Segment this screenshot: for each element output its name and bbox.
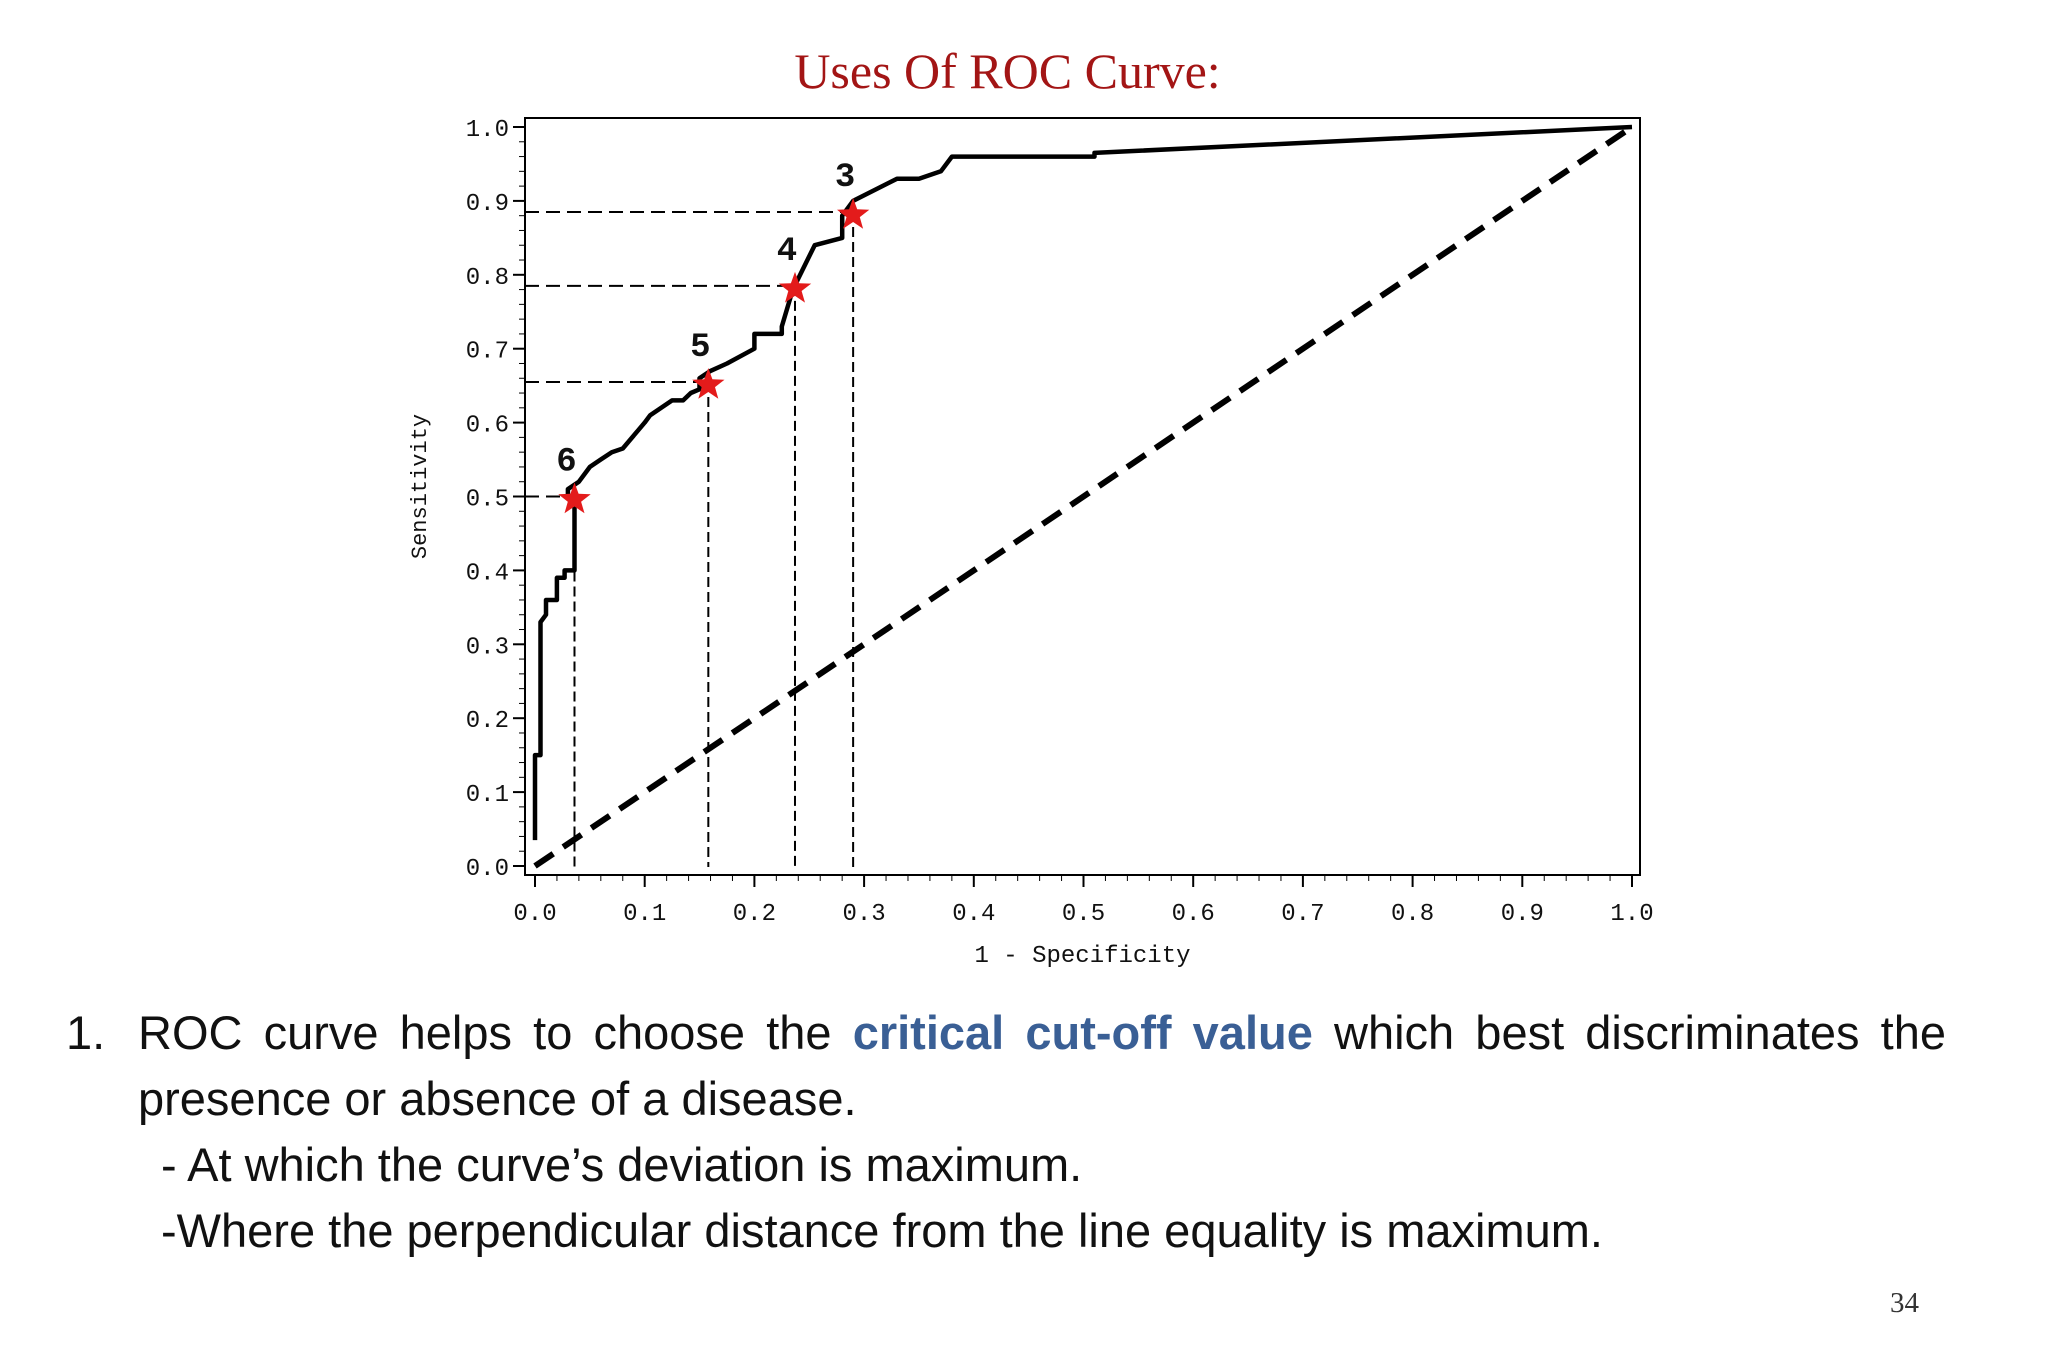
list-item-1: 1. ROC curve helps to choose the critica… — [66, 1000, 1946, 1132]
x-tick-label: 0.3 — [842, 901, 885, 928]
y-axis-label: Sensitivity — [408, 414, 433, 559]
cutoff-star-marker — [837, 198, 870, 229]
roc-curve-line — [532, 124, 1633, 841]
list-item-text: ROC curve helps to choose the critical c… — [138, 1000, 1946, 1132]
cutoff-star-marker — [778, 271, 812, 303]
x-tick-label: 0.9 — [1501, 901, 1544, 928]
cutoff-star-marker — [558, 482, 591, 514]
cutoff-point-label: 6 — [556, 444, 576, 482]
x-tick-label: 0.5 — [1062, 901, 1105, 928]
reference-diagonal-line — [533, 124, 1634, 869]
item-text-before: ROC curve helps to choose the — [138, 1006, 853, 1059]
x-tick-label: 0.6 — [1172, 901, 1215, 928]
y-tick-label: 0.7 — [466, 339, 509, 366]
list-item-number: 1. — [66, 1006, 106, 1059]
sub-bullet-1: - At which the curve’s deviation is maxi… — [161, 1138, 1083, 1191]
y-tick-label: 0.0 — [466, 856, 509, 883]
item-text-after: which best discriminates the presence or… — [138, 1006, 1947, 1125]
y-tick-label: 1.0 — [466, 117, 509, 144]
y-tick-label: 0.8 — [466, 265, 509, 292]
x-tick-label: 1.0 — [1610, 901, 1653, 928]
slide-title: Uses Of ROC Curve: — [794, 43, 1221, 99]
x-tick-label: 0.7 — [1281, 901, 1324, 928]
x-tick-label: 0.0 — [513, 901, 556, 928]
y-tick-label: 0.2 — [466, 708, 509, 735]
roc-chart: 0.0 0.1 0.2 0.3 0.4 0.5 0.6 0.7 0.8 0.9 1.0 0.0 0.1 0… — [408, 117, 1654, 970]
y-tick-label: 0.1 — [466, 782, 509, 809]
cutoff-point-label: 5 — [690, 329, 710, 367]
y-tick-label: 0.5 — [466, 487, 509, 514]
sub-bullet-2: -Where the perpendicular distance from t… — [161, 1204, 1603, 1257]
x-axis-label: 1 - Specificity — [974, 943, 1190, 970]
y-tick-label: 0.4 — [466, 560, 509, 587]
x-tick-label: 0.8 — [1391, 901, 1434, 928]
x-tick-label: 0.4 — [952, 901, 995, 928]
y-tick-label: 0.6 — [466, 413, 509, 440]
page-number: 34 — [1890, 1287, 1919, 1319]
cutoff-point-label: 3 — [835, 159, 855, 197]
slide-content: 1. ROC curve helps to choose the critica… — [66, 1000, 1946, 1264]
cutoff-point-label: 4 — [777, 233, 797, 271]
y-tick-label: 0.3 — [466, 634, 509, 661]
y-tick-label: 0.9 — [466, 191, 509, 218]
critical-cutoff-highlight: critical cut-off value — [852, 1006, 1313, 1059]
cutoff-star-marker — [692, 368, 725, 399]
x-tick-label: 0.1 — [623, 901, 666, 928]
x-tick-label: 0.2 — [733, 901, 776, 928]
